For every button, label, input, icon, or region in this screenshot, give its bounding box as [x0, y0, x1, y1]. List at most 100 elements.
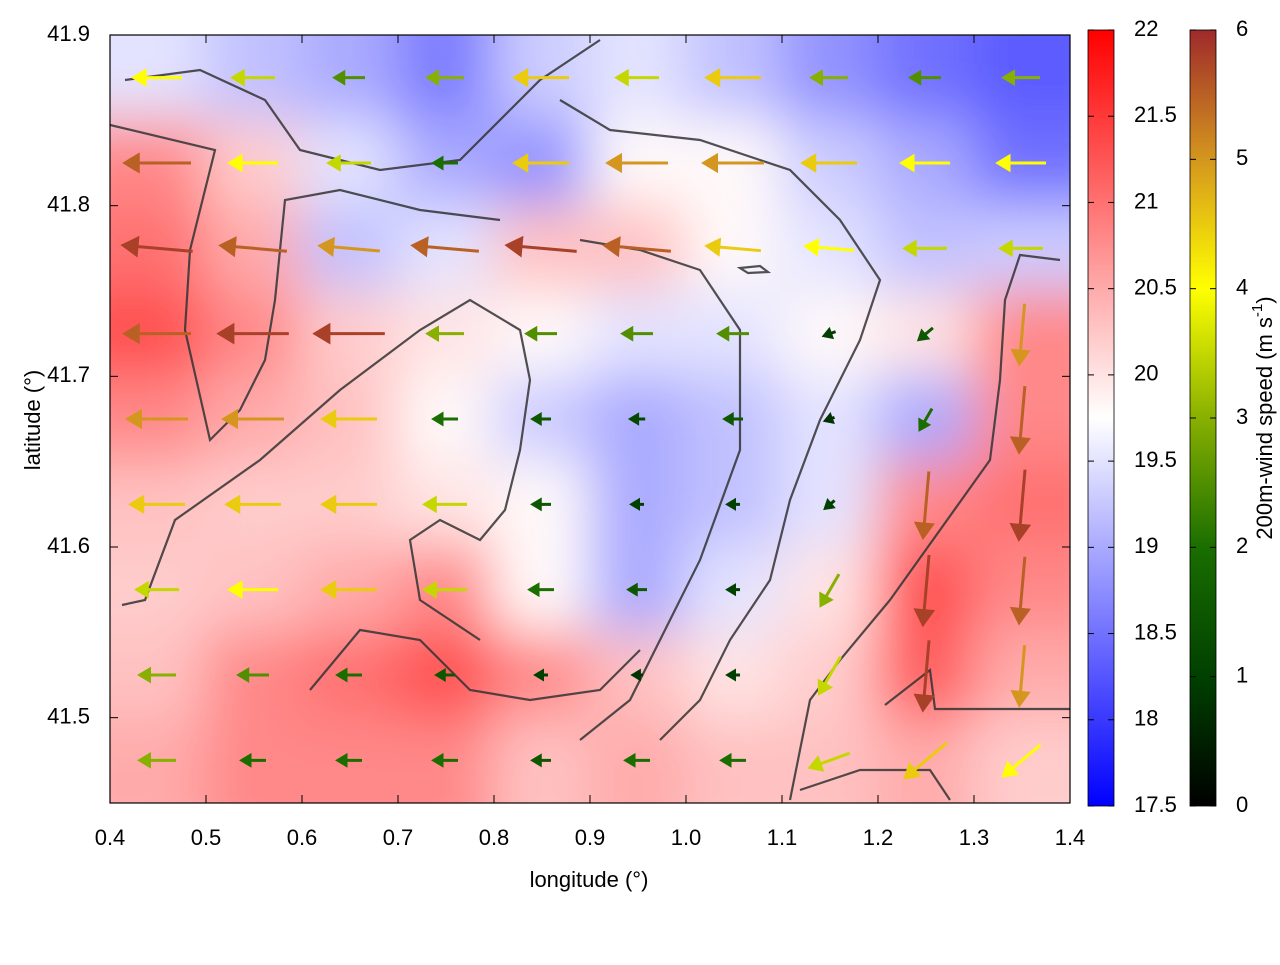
temperature-cell: [110, 546, 207, 634]
wind-arrow: [800, 153, 857, 173]
temperature-cell: [397, 35, 495, 122]
temperature-cell: [493, 35, 591, 122]
wind-arrow: [821, 326, 837, 340]
colorbar-tick-label: 0: [1236, 792, 1248, 817]
wind-arrow: [524, 325, 557, 342]
wind-arrow: [422, 495, 467, 514]
temperature-cell: [205, 35, 303, 122]
wind-arrow: [122, 152, 191, 174]
wind-arrow: [602, 236, 672, 258]
coastline: [736, 264, 772, 275]
wind-arrow: [431, 155, 458, 171]
coastline: [121, 298, 532, 641]
wind-arrow: [221, 408, 284, 430]
temperature-cell: [301, 35, 399, 122]
colorbar2-label: 200m-wind speed (m s-1): [1249, 296, 1277, 539]
wind-arrow: [332, 69, 365, 86]
y-tick-label: 41.7: [47, 362, 90, 387]
colorbar-tick-label: 22: [1134, 16, 1158, 41]
x-axis-label: longitude (°): [530, 867, 649, 892]
wind-arrow: [722, 412, 743, 426]
wind-arrow: [236, 667, 269, 683]
wind-arrow: [823, 498, 836, 511]
wind-arrow: [120, 235, 193, 258]
wind-arrow: [320, 494, 377, 515]
y-tick-label: 41.6: [47, 533, 90, 558]
wind-arrow: [530, 412, 551, 426]
temperature-field: [110, 35, 1070, 803]
wind-arrow: [719, 752, 746, 768]
x-tick-label: 1.2: [863, 825, 894, 850]
wind-arrow: [216, 322, 289, 345]
x-tick-label: 0.6: [287, 825, 318, 850]
wind-arrow: [913, 554, 936, 628]
wind-arrow: [137, 666, 176, 684]
wind-arrow: [530, 497, 551, 512]
wind-arrow: [605, 152, 668, 174]
wind-arrow: [410, 236, 480, 258]
wind-arrow: [239, 752, 266, 768]
wind-arrow: [512, 67, 569, 88]
wind-arrow: [1009, 556, 1031, 626]
wind-arrow: [908, 69, 941, 86]
wind-arrow: [918, 407, 934, 432]
wind-arrow: [701, 152, 764, 174]
x-tick-label: 1.1: [767, 825, 798, 850]
colorbar-tick-label: 6: [1236, 16, 1248, 41]
wind-arrow: [623, 752, 650, 768]
wind-arrows: [120, 67, 1046, 780]
wind-arrow: [312, 322, 385, 345]
wind-arrow: [995, 153, 1046, 173]
wind-arrow: [320, 409, 377, 429]
wind-arrow: [128, 494, 185, 515]
colorbar-tick-label: 2: [1236, 533, 1248, 558]
y-tick-label: 41.5: [47, 703, 90, 728]
wind-arrow: [530, 753, 551, 768]
wind-arrow: [916, 326, 934, 342]
temperature-cell: [685, 35, 783, 122]
coastline: [309, 628, 641, 702]
wind-arrow: [527, 582, 554, 598]
wind-arrow: [335, 667, 362, 683]
wind-arrow: [704, 237, 762, 257]
temperature-cells: [110, 35, 1070, 803]
y-tick-label: 41.9: [47, 21, 90, 46]
coastline: [559, 99, 882, 741]
wind-arrow: [822, 412, 836, 424]
wind-arrow: [803, 238, 855, 257]
wind-arrow: [716, 325, 749, 342]
wind-arrow: [425, 325, 464, 343]
coastline: [884, 667, 1070, 711]
wind-arrow: [807, 751, 851, 772]
temperature-cell: [110, 716, 207, 803]
wind-arrow: [1009, 469, 1032, 542]
coastline: [799, 768, 951, 801]
coastlines: [110, 39, 1070, 801]
wind-arrow: [218, 236, 288, 258]
wind-arrow: [1009, 385, 1031, 455]
wind-arrow: [431, 752, 458, 768]
wind-arrow: [998, 239, 1043, 258]
colorbar-tick-label: 4: [1236, 274, 1248, 299]
coastline: [788, 253, 1061, 801]
wind-arrow: [704, 67, 761, 88]
temperature-cell: [589, 35, 687, 122]
wind-arrow: [620, 325, 653, 342]
colorbar2-label-sup: -1: [1249, 304, 1266, 317]
wind-arrow: [899, 153, 950, 173]
x-tick-label: 0.5: [191, 825, 222, 850]
coastline: [110, 123, 501, 443]
wind-arrow: [630, 668, 643, 682]
wind-arrow: [137, 751, 176, 769]
wind-arrow: [1010, 644, 1031, 708]
wind-arrow: [725, 497, 740, 511]
wind-arrow: [134, 580, 179, 599]
wind-arrow: [317, 236, 381, 258]
coastline: [124, 39, 601, 172]
x-tick-label: 0.4: [95, 825, 126, 850]
temperature-cell: [110, 35, 207, 122]
colorbar-tick-label: 21: [1134, 188, 1158, 213]
temperature-cell: [877, 35, 975, 122]
